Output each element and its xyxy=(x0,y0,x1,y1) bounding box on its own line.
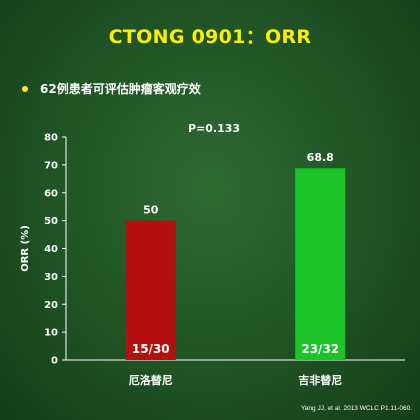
y-tick-label: 20 xyxy=(44,300,58,311)
bar-1 xyxy=(125,220,176,360)
y-tick-label: 40 xyxy=(44,244,58,255)
bar-inner-label: 15/30 xyxy=(132,342,170,356)
bullet-text: 62例患者可评估肿瘤客观疗效 xyxy=(40,82,201,96)
y-tick-label: 70 xyxy=(44,160,58,171)
y-tick-label: 10 xyxy=(44,328,58,339)
bullet-dot-icon xyxy=(22,85,28,92)
bullet-line: 62例患者可评估肿瘤客观疗效 xyxy=(22,80,201,97)
bar-value-label: 68.8 xyxy=(307,151,334,164)
y-axis-ticks: 0 10 20 30 40 50 60 70 80 xyxy=(44,133,66,367)
y-tick-label: 30 xyxy=(44,272,58,283)
y-axis-label: ORR (%) xyxy=(20,225,31,272)
bar-inner-label: 23/32 xyxy=(301,342,339,356)
slide-title: CTONG 0901：ORR xyxy=(108,26,312,48)
x-category-label: 厄洛替尼 xyxy=(129,373,173,387)
citation: Yang JJ, et al. 2013 WCLC P1.11-060. xyxy=(300,405,412,412)
bar-2 xyxy=(295,168,346,360)
y-tick-label: 50 xyxy=(44,216,58,227)
y-tick-label: 0 xyxy=(51,356,58,367)
bar-value-label: 50 xyxy=(143,204,159,217)
y-tick-label: 60 xyxy=(44,188,58,199)
y-tick-label: 80 xyxy=(44,133,58,144)
p-value-annotation: P=0.133 xyxy=(188,122,240,135)
bars-group: 50 15/30 厄洛替尼 68.8 23/32 吉非替尼 xyxy=(125,151,346,387)
x-category-label: 吉非替尼 xyxy=(298,373,342,387)
